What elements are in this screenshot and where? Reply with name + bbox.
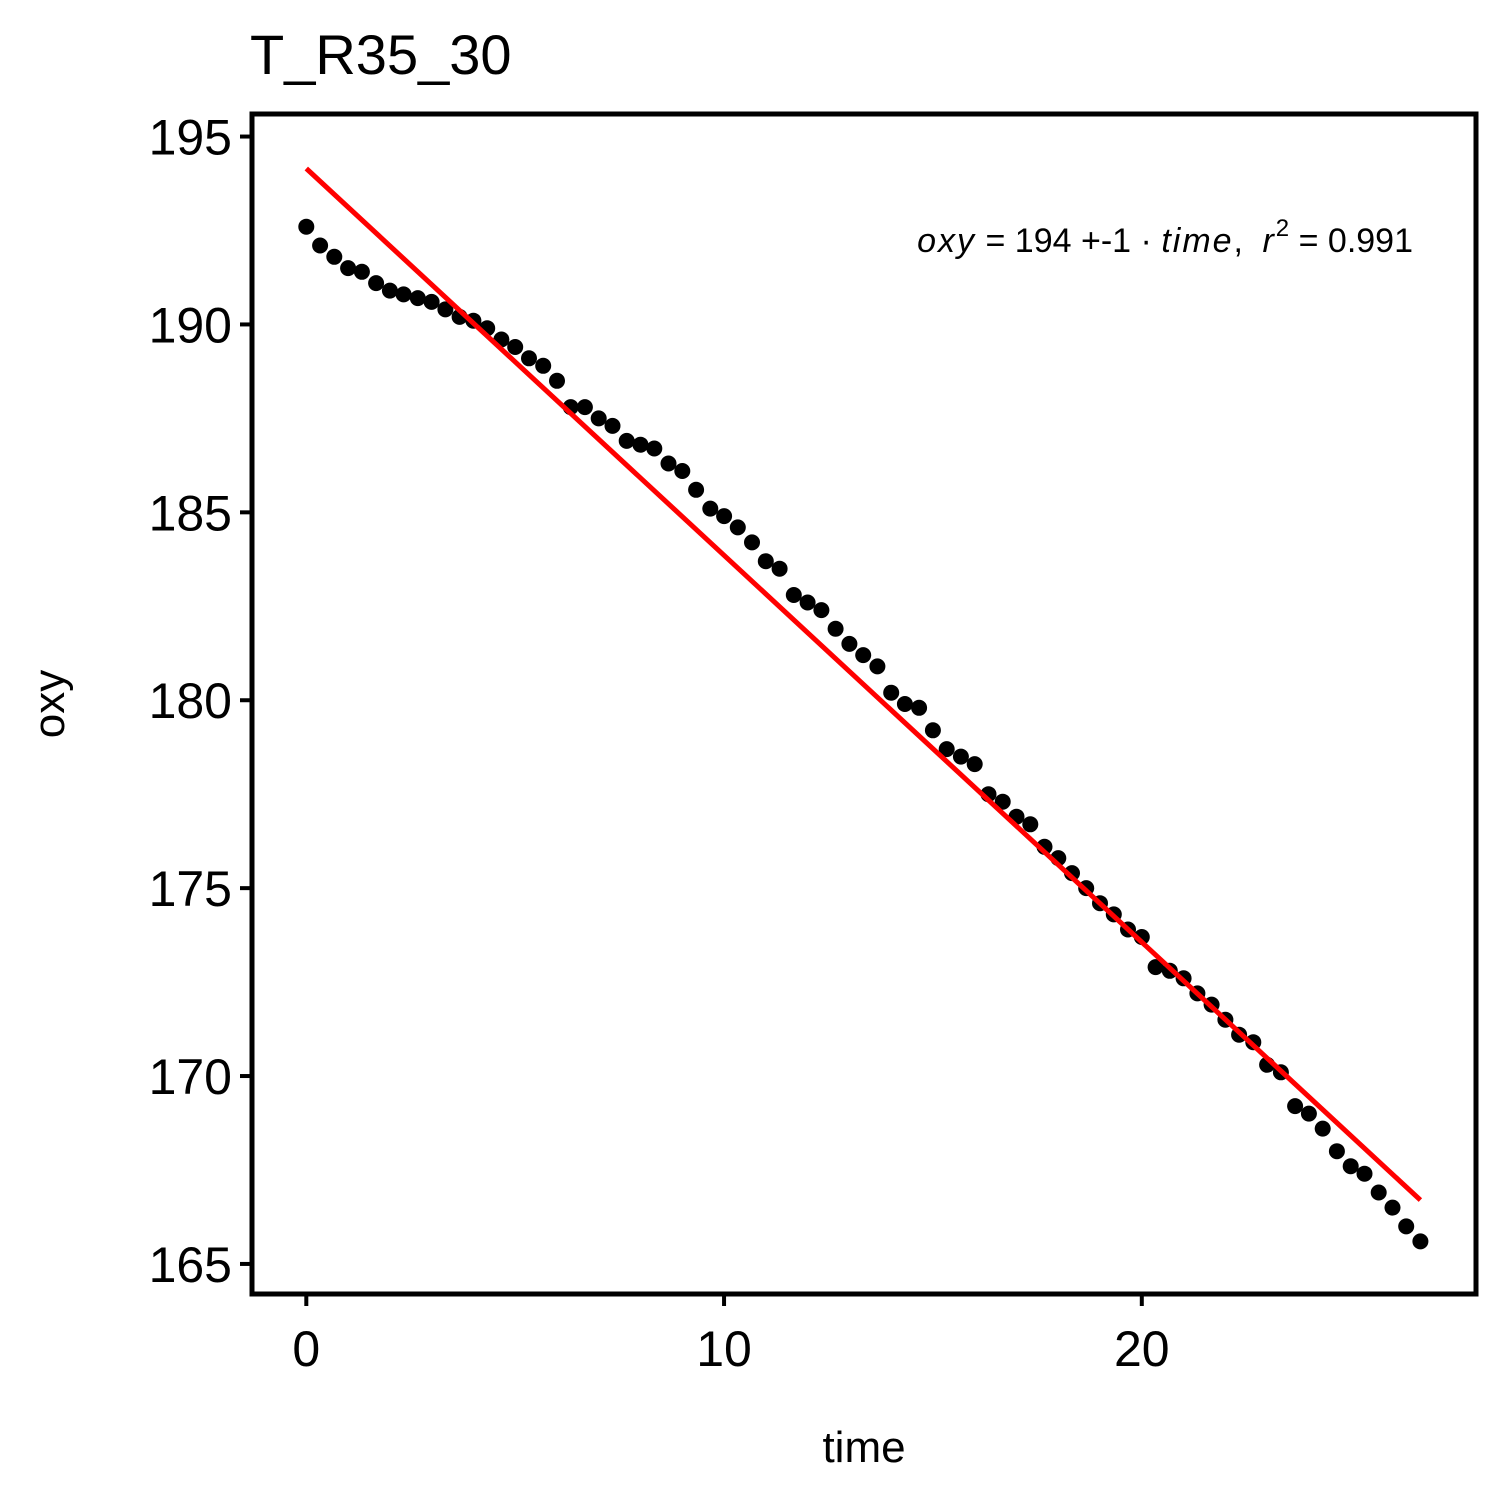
data-point [994,793,1011,810]
data-point [507,339,524,355]
data-point [855,647,872,664]
eq-equals-2: = [1299,222,1319,260]
data-point [1328,1143,1345,1160]
data-point [911,699,928,716]
x-axis-title: time [822,1423,905,1472]
data-point [827,620,844,637]
data-point [381,282,398,299]
data-point [896,696,913,712]
data-point [660,455,677,472]
data-point [938,741,955,758]
plot-area [298,166,1429,1250]
data-point [869,658,886,675]
data-point [368,275,385,292]
data-point [688,481,705,498]
regression-equation: oxy = 194 +-1 · time, r2 = 0.991 [917,206,1413,260]
data-point [409,290,426,307]
data-point [521,350,537,367]
data-point [1412,1233,1429,1250]
eq-plus: + [1081,222,1101,260]
data-point [771,560,788,577]
data-point [883,684,900,701]
plot-frame [249,111,1479,1297]
data-point [785,587,802,603]
data-point [744,534,760,551]
data-point [674,463,691,479]
data-point [813,602,830,619]
eq-slope: -1 [1101,222,1131,260]
data-point [549,372,565,389]
data-point [437,301,454,318]
chart-title: T_R35_30 [250,23,512,86]
data-point [952,748,969,765]
data-point [841,635,858,652]
data-point [590,410,607,427]
y-tick-label: 165 [149,1237,232,1293]
data-point [1398,1218,1415,1235]
y-tick-label: 170 [149,1049,232,1105]
y-tick-label: 180 [149,673,232,729]
data-point [353,263,370,280]
axes: 165 170 175 180 185 190 195 0 10 20 [149,110,1170,1377]
eq-intercept: 194 [1015,222,1072,260]
data-point [604,417,621,434]
data-point [618,432,635,449]
eq-lhs: oxy [917,222,976,260]
y-axis-title: oxy [25,670,74,738]
eq-r: r [1262,222,1275,260]
x-tick-label: 0 [292,1321,320,1377]
data-point [312,237,329,254]
y-tick-label: 185 [149,485,232,541]
data-point [326,248,343,265]
data-point [924,722,941,739]
data-point [646,440,663,457]
data-point [716,508,733,525]
data-point [1370,1184,1387,1201]
x-tick-label: 20 [1114,1321,1170,1377]
y-tick-label: 175 [149,861,232,917]
eq-equals: = [985,222,1005,260]
data-point [1384,1199,1401,1216]
data-point [702,500,719,517]
regression-line [304,166,1423,1202]
data-point [535,357,552,374]
data-point [298,218,315,235]
data-point [799,594,816,611]
data-point [966,756,983,773]
data-point [757,553,774,570]
data-point [632,436,649,453]
data-point [1342,1158,1359,1175]
data-point [1147,959,1164,976]
y-tick-label: 190 [149,297,232,353]
data-point [576,399,593,416]
x-tick-label: 10 [696,1321,752,1377]
data-point [395,286,412,303]
eq-r2-value: 0.991 [1328,222,1413,260]
data-point [423,293,440,310]
eq-var: time [1161,222,1233,260]
eq-dot: · [1141,222,1152,260]
eq-comma: , [1234,222,1243,260]
data-point [1356,1165,1373,1182]
data-point [1022,816,1039,833]
data-point [1314,1120,1331,1137]
data-point [729,519,746,536]
y-tick-label: 195 [149,110,232,166]
eq-r-sup: 2 [1276,215,1289,242]
data-point [1300,1105,1317,1122]
data-point [340,260,357,277]
data-point [1287,1098,1304,1115]
